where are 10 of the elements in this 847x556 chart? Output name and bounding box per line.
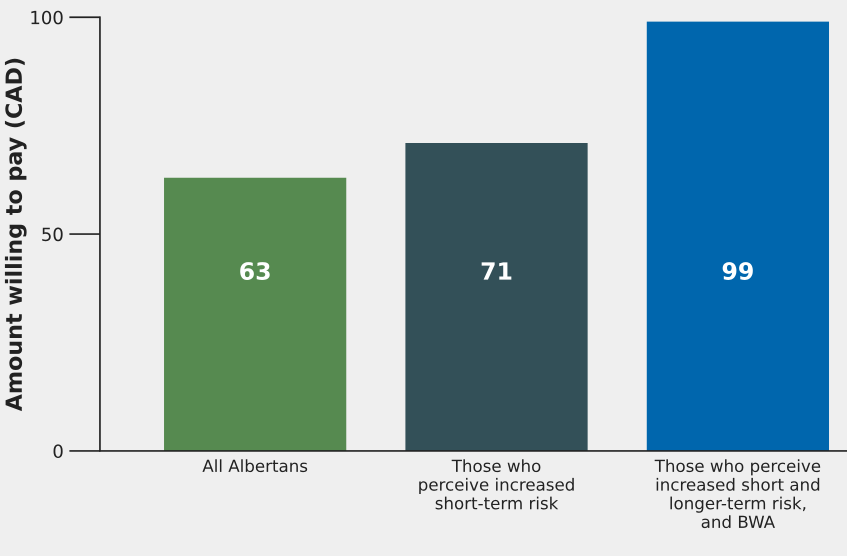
y-tick-label: 0 <box>54 444 63 458</box>
x-tick-label: All Albertans <box>202 459 308 472</box>
x-tick-label: Those who perceive increased short-term risk <box>419 459 574 510</box>
y-tick-label: 100 <box>31 10 63 24</box>
y-tick-label: 50 <box>42 228 63 242</box>
data-label: 71 <box>482 262 512 280</box>
y-axis-title: Amount willing to pay (CAD) <box>4 58 27 412</box>
data-label: 99 <box>722 262 753 280</box>
data-label: 63 <box>240 262 270 280</box>
x-tick-label: Those who perceive increased short and longer-term risk, and BWA <box>654 459 820 528</box>
